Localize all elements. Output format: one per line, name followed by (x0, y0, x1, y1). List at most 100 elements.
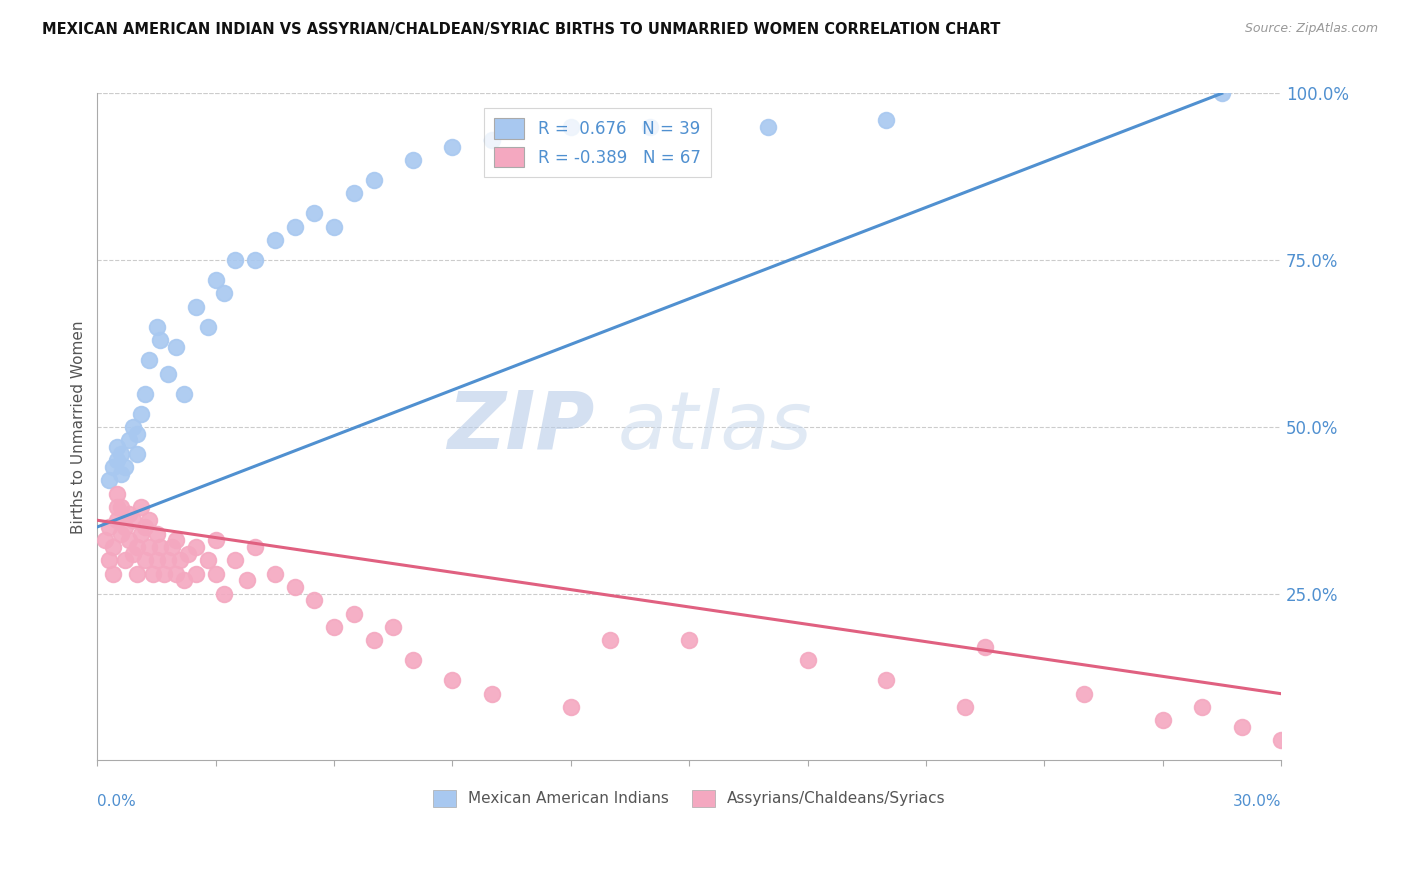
Point (304, 206, 326, 220)
Point (197, 319, 219, 334)
Point (121, 513, 143, 527)
Point (145, 319, 167, 334)
Point (212, 587, 235, 601)
Point (1073, 687, 1095, 701)
Point (1152, 714, 1174, 728)
Point (105, 453, 128, 467)
Legend: Mexican American Indians, Assyrians/Chaldeans/Syriacs: Mexican American Indians, Assyrians/Chal… (426, 784, 952, 813)
Point (1191, 700, 1213, 714)
Point (599, 633, 621, 648)
Point (110, 526, 132, 541)
Point (118, 533, 141, 548)
Point (363, 173, 385, 187)
Point (98, 553, 121, 567)
Point (284, 219, 307, 234)
Point (264, 566, 287, 581)
Point (169, 553, 191, 567)
Point (204, 566, 226, 581)
Point (173, 574, 195, 588)
Point (145, 526, 167, 541)
Point (243, 540, 266, 554)
Point (560, 700, 582, 714)
Point (129, 500, 152, 514)
Point (481, 133, 503, 147)
Point (118, 507, 141, 521)
Point (114, 553, 136, 567)
Point (98, 520, 121, 534)
Point (94, 533, 117, 548)
Point (236, 574, 259, 588)
Point (441, 673, 464, 688)
Point (157, 367, 180, 381)
Text: ZIP: ZIP (447, 388, 595, 466)
Point (165, 566, 187, 581)
Point (129, 407, 152, 421)
Point (560, 120, 582, 134)
Y-axis label: Births to Unmarried Women: Births to Unmarried Women (72, 320, 86, 533)
Point (121, 547, 143, 561)
Point (121, 420, 143, 434)
Point (105, 500, 128, 514)
Point (105, 486, 128, 500)
Point (165, 533, 187, 548)
Point (1270, 733, 1292, 747)
Point (173, 386, 195, 401)
Point (243, 253, 266, 268)
Point (304, 593, 326, 607)
Point (402, 653, 425, 667)
Text: atlas: atlas (619, 388, 813, 466)
Point (184, 540, 207, 554)
Point (118, 434, 141, 448)
Point (177, 547, 200, 561)
Point (153, 566, 176, 581)
Point (134, 520, 156, 534)
Point (343, 607, 366, 621)
Point (149, 540, 172, 554)
Point (114, 520, 136, 534)
Point (125, 540, 148, 554)
Point (402, 153, 425, 167)
Point (284, 580, 307, 594)
Point (343, 186, 366, 201)
Point (212, 286, 235, 301)
Point (875, 113, 897, 128)
Point (105, 440, 128, 454)
Text: 30.0%: 30.0% (1233, 794, 1281, 809)
Point (138, 353, 160, 368)
Point (1230, 720, 1253, 734)
Text: MEXICAN AMERICAN INDIAN VS ASSYRIAN/CHALDEAN/SYRIAC BIRTHS TO UNMARRIED WOMEN CO: MEXICAN AMERICAN INDIAN VS ASSYRIAN/CHAL… (42, 22, 1001, 37)
Point (1211, 87, 1233, 101)
Point (224, 253, 246, 268)
Point (955, 700, 977, 714)
Point (323, 620, 346, 634)
Point (98, 473, 121, 487)
Point (134, 553, 156, 567)
Point (204, 533, 226, 548)
Point (145, 553, 167, 567)
Point (224, 553, 246, 567)
Point (638, 120, 661, 134)
Point (441, 139, 464, 153)
Point (129, 526, 152, 541)
Point (162, 540, 184, 554)
Point (264, 233, 287, 247)
Point (974, 640, 997, 654)
Point (363, 633, 385, 648)
Text: 0.0%: 0.0% (97, 794, 136, 809)
Point (125, 446, 148, 460)
Point (101, 459, 124, 474)
Point (114, 459, 136, 474)
Point (110, 446, 132, 460)
Point (796, 653, 818, 667)
Point (134, 386, 156, 401)
Point (197, 553, 219, 567)
Point (157, 553, 180, 567)
Point (101, 566, 124, 581)
Point (110, 467, 132, 481)
Point (138, 513, 160, 527)
Point (323, 219, 346, 234)
Point (101, 540, 124, 554)
Point (110, 500, 132, 514)
Point (875, 673, 897, 688)
Point (481, 687, 503, 701)
